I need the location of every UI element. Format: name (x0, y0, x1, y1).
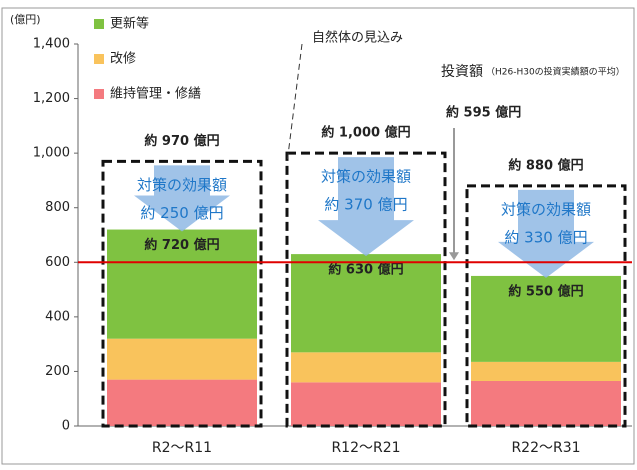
total-label: 約 720 億円 (144, 237, 219, 253)
y-tick-label: 1,200 (33, 91, 70, 106)
bar-segment (107, 229, 257, 339)
bar-segment (471, 361, 621, 381)
projection-label: 約 880 億円 (508, 157, 583, 173)
projection-box (465, 184, 627, 428)
x-tick-label: R2～R11 (152, 440, 212, 456)
bar-segment (107, 379, 257, 426)
y-tick-label: 600 (45, 255, 70, 270)
y-tick-label: 1,000 (33, 146, 70, 161)
effect-label: 約 370 億円 (324, 196, 407, 214)
bar-segment (471, 275, 621, 362)
bar-segment (107, 338, 257, 380)
projection-box (285, 151, 447, 428)
bar-segment (291, 382, 441, 426)
y-tick-label: 400 (45, 309, 70, 324)
projection-leader (286, 43, 303, 164)
legend-swatch (94, 89, 104, 99)
investment-arrowhead (449, 252, 459, 261)
effect-arrow (134, 165, 230, 232)
legend-label: 更新等 (110, 16, 149, 32)
effect-label: 約 330 億円 (504, 228, 587, 246)
effect-arrow (318, 157, 414, 257)
total-label: 約 630 億円 (328, 262, 403, 278)
projection-label: 約 1,000 億円 (321, 125, 410, 141)
y-tick-label: 0 (62, 419, 70, 434)
effect-label: 約 250 億円 (140, 204, 223, 222)
effect-arrow (498, 189, 594, 278)
x-tick-label: R12～R21 (331, 440, 400, 456)
effect-title: 対策の効果額 (501, 200, 591, 218)
y-unit-label: (億円) (10, 13, 41, 26)
effect-title: 対策の効果額 (137, 176, 227, 194)
y-tick-label: 800 (45, 200, 70, 215)
projection-box (101, 159, 263, 428)
projection-name: 自然体の見込み (312, 30, 403, 46)
y-tick-label: 200 (45, 364, 70, 379)
y-tick-label: 1,400 (33, 37, 70, 52)
frame (1, 7, 635, 465)
investment-label: 約 595 億円 (446, 105, 521, 121)
x-tick-label: R22～R31 (511, 440, 580, 456)
legend-label: 改修 (110, 52, 136, 67)
bar-segment (291, 254, 441, 353)
bar-segment (471, 380, 621, 426)
total-label: 約 550 億円 (508, 283, 583, 299)
investment-name: 投資額 (441, 64, 483, 80)
effect-title: 対策の効果額 (321, 168, 411, 186)
legend-swatch (94, 54, 104, 64)
legend-swatch (94, 19, 104, 29)
investment-note: （H26-H30の投資実績額の平均） (486, 66, 625, 78)
projection-label: 約 970 億円 (144, 133, 219, 149)
bar-segment (291, 352, 441, 383)
legend-label: 維持管理・修繕 (110, 86, 201, 102)
